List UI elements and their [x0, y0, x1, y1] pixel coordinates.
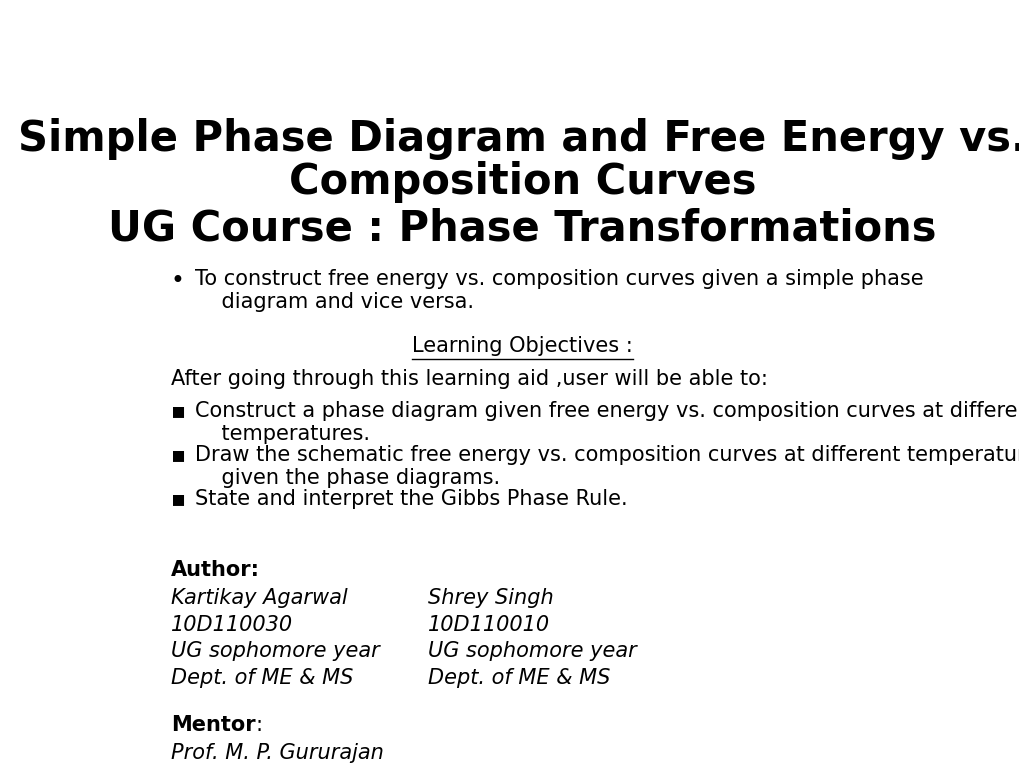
Text: ▪: ▪ [171, 445, 185, 465]
Text: Author:: Author: [171, 560, 260, 580]
Text: Construct a phase diagram given free energy vs. composition curves at different
: Construct a phase diagram given free ene… [195, 401, 1019, 444]
Text: Shrey Singh: Shrey Singh [428, 588, 553, 608]
Text: Prof. M. P. Gururajan: Prof. M. P. Gururajan [171, 744, 383, 763]
Text: Dept. of ME & MS: Dept. of ME & MS [171, 668, 353, 688]
Text: UG sophomore year: UG sophomore year [428, 641, 636, 662]
Text: Simple Phase Diagram and Free Energy vs.: Simple Phase Diagram and Free Energy vs. [18, 119, 1019, 161]
Text: ▪: ▪ [171, 490, 185, 509]
Text: Dept. of ME & MS: Dept. of ME & MS [428, 668, 609, 688]
Text: UG sophomore year: UG sophomore year [171, 641, 379, 662]
Text: Draw the schematic free energy vs. composition curves at different temperatures
: Draw the schematic free energy vs. compo… [195, 445, 1019, 488]
Text: •: • [171, 269, 184, 292]
Text: After going through this learning aid ,user will be able to:: After going through this learning aid ,u… [171, 369, 767, 389]
Text: 10D110010: 10D110010 [428, 615, 549, 635]
Text: State and interpret the Gibbs Phase Rule.: State and interpret the Gibbs Phase Rule… [195, 490, 627, 509]
Text: 10D110030: 10D110030 [171, 615, 292, 635]
Text: Composition Curves: Composition Curves [288, 161, 756, 203]
Text: Kartikay Agarwal: Kartikay Agarwal [171, 588, 347, 608]
Text: :: : [256, 715, 262, 735]
Text: To construct free energy vs. composition curves given a simple phase
    diagram: To construct free energy vs. composition… [195, 269, 922, 311]
Text: ▪: ▪ [171, 401, 185, 421]
Text: Learning Objectives :: Learning Objectives : [412, 337, 633, 356]
Text: Mentor: Mentor [171, 715, 256, 735]
Text: UG Course : Phase Transformations: UG Course : Phase Transformations [108, 208, 936, 250]
Text: Mentor: Mentor [171, 715, 256, 735]
